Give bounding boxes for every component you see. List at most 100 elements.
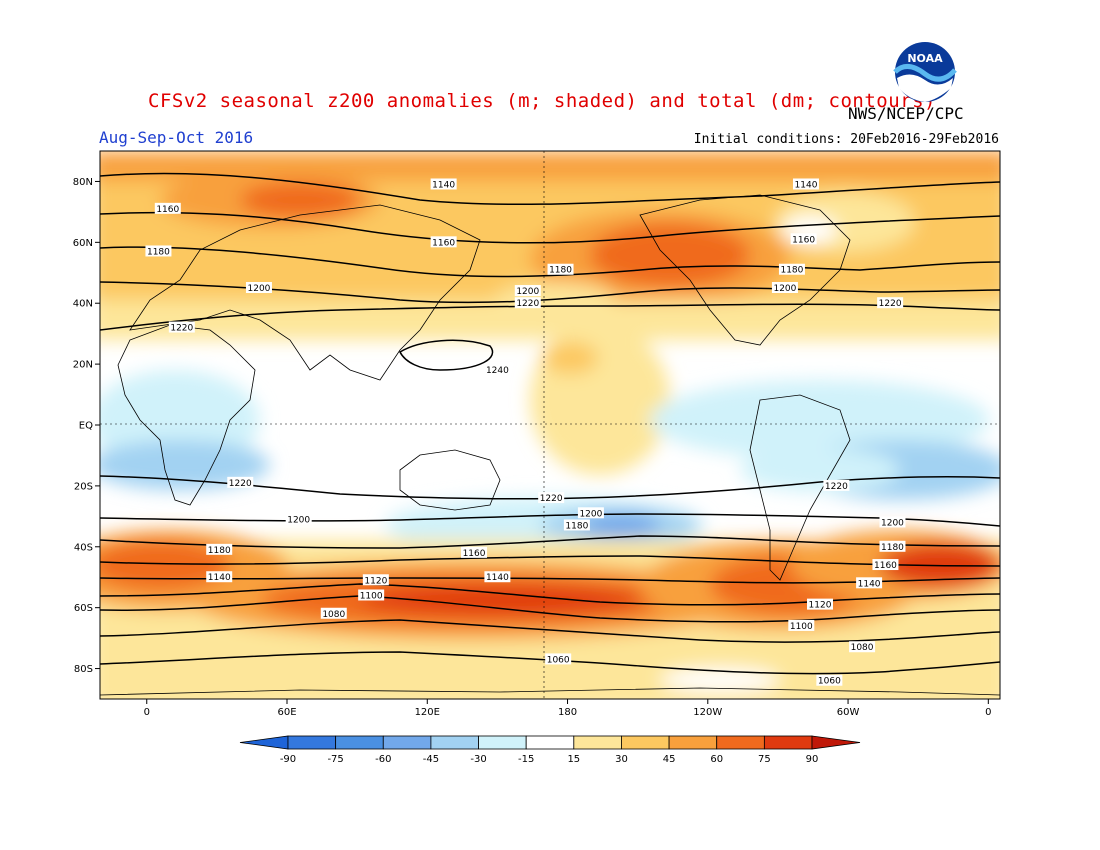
contour-label-text: 1200 bbox=[287, 515, 310, 525]
contour-label-bg bbox=[577, 507, 604, 519]
longitude-axis: 0 60E 120E 180 120W 60W 0 bbox=[144, 699, 991, 718]
noaa-logo: NOAA bbox=[893, 42, 957, 102]
contour-label: 1180 bbox=[206, 543, 233, 556]
colorbar-label: 60 bbox=[710, 754, 723, 765]
contour-label-text: 1200 bbox=[248, 284, 271, 294]
contour-label: 1220 bbox=[514, 297, 541, 309]
contour-label: 1200 bbox=[285, 513, 312, 525]
colorbar-segment bbox=[430, 735, 479, 750]
lon-tick-label: 60W bbox=[837, 707, 860, 718]
colorbar-segment bbox=[239, 735, 289, 750]
contour-label: 1200 bbox=[879, 516, 906, 528]
contour-label-bg bbox=[563, 519, 590, 531]
contour-label: 1180 bbox=[145, 245, 172, 257]
contour-label-bg bbox=[514, 297, 541, 309]
contour-label-text: 1160 bbox=[463, 549, 486, 559]
contour-label: 1160 bbox=[430, 236, 457, 248]
contour-label-bg bbox=[788, 619, 815, 631]
contour-label: 1060 bbox=[545, 653, 572, 665]
contour-label-bg bbox=[879, 540, 906, 552]
contour-label-text: 1200 bbox=[773, 284, 796, 294]
lat-tick-label: 80N bbox=[73, 177, 93, 188]
contour-label-bg bbox=[807, 598, 833, 610]
svg-text:NOAA: NOAA bbox=[907, 52, 943, 65]
colorbar-label: 75 bbox=[758, 754, 771, 765]
contour-label: 1160 bbox=[790, 233, 817, 245]
contour-label-bg bbox=[362, 574, 389, 586]
contour-label-bg bbox=[206, 543, 233, 555]
contour-label-bg bbox=[285, 513, 312, 525]
contour-label-text: 1140 bbox=[795, 180, 818, 190]
contour-label-bg bbox=[790, 233, 817, 245]
contour-label-text: 1240 bbox=[486, 366, 509, 376]
contour-label: 1080 bbox=[849, 641, 876, 653]
contour-label: 1180 bbox=[547, 263, 574, 276]
colorbar-segment bbox=[573, 735, 622, 750]
contour-label-bg bbox=[154, 202, 181, 214]
contour-label-bg bbox=[823, 479, 850, 491]
contour-label: 1060 bbox=[816, 674, 843, 687]
contour-label-bg bbox=[778, 263, 805, 275]
contour-label-text: 1220 bbox=[170, 324, 193, 334]
contour-label: 1120 bbox=[362, 574, 389, 586]
contour-label-text: 1060 bbox=[818, 677, 841, 687]
contour-label: 1220 bbox=[538, 492, 565, 504]
contour-label: 1160 bbox=[461, 546, 488, 559]
contour-label-text: 1160 bbox=[432, 238, 455, 248]
contour-label: 1140 bbox=[484, 571, 511, 583]
contour-label-text: 1140 bbox=[432, 180, 455, 190]
contour-label-text: 1140 bbox=[858, 579, 881, 589]
contour-label-bg bbox=[538, 492, 565, 504]
coastlines bbox=[100, 194, 1000, 696]
lat-tick-label: 20S bbox=[74, 481, 93, 492]
contour-label-text: 1180 bbox=[147, 247, 170, 257]
contour-label-text: 1220 bbox=[540, 494, 563, 504]
lon-tick-label: 0 bbox=[985, 707, 991, 718]
contour-label: 1180 bbox=[879, 540, 906, 553]
colorbar-label: 30 bbox=[615, 754, 628, 765]
contour-label-text: 1220 bbox=[825, 482, 848, 492]
colorbar-segment bbox=[287, 735, 337, 750]
contour-label: 1220 bbox=[877, 297, 904, 309]
contour-label-text: 1220 bbox=[879, 299, 902, 309]
contour-label-text: 1220 bbox=[516, 299, 539, 309]
contour-label: 1140 bbox=[792, 178, 819, 190]
contour-label-bg bbox=[545, 653, 572, 665]
contour-label: 1180 bbox=[778, 263, 805, 276]
colorbar-label: -30 bbox=[470, 754, 486, 765]
contour-label: 1200 bbox=[245, 282, 272, 294]
contour-label-bg bbox=[547, 263, 574, 275]
colorbar-segment bbox=[811, 735, 861, 750]
initial-conditions-label: Initial conditions: 20Feb2016-29Feb2016 bbox=[693, 132, 999, 147]
colorbar-label: 15 bbox=[567, 754, 580, 765]
contour-label-text: 1080 bbox=[322, 610, 345, 620]
colorbar-segment bbox=[525, 735, 575, 750]
colorbar-segment bbox=[621, 735, 670, 750]
colorbar: -90 -75 -60 -45 -30 -15 15 30 45 60 75 90 bbox=[239, 735, 861, 765]
contour-label-bg bbox=[877, 297, 904, 309]
contour-label-text: 1180 bbox=[881, 543, 904, 553]
contour-label-bg bbox=[856, 577, 883, 589]
contour-label-text: 1120 bbox=[809, 601, 832, 611]
contour-label: 1200 bbox=[771, 282, 798, 294]
contour-labels: 1140 1140 1160 1160 1160 1180 1180 1180 1200 1200… bbox=[145, 178, 906, 687]
contour-label: 1140 bbox=[206, 571, 233, 583]
contour-label-text: 1200 bbox=[516, 287, 539, 297]
contour-label-bg bbox=[245, 282, 272, 293]
contour-label: 1220 bbox=[227, 476, 254, 489]
lat-tick-label: 60S bbox=[74, 603, 93, 614]
contour-label-bg bbox=[792, 178, 819, 190]
contour-label: 1180 bbox=[563, 519, 590, 531]
contour-label-bg bbox=[771, 282, 798, 293]
lat-tick-label: 40N bbox=[73, 299, 93, 310]
contour-label-text: 1200 bbox=[579, 509, 602, 519]
contour-label-text: 1160 bbox=[874, 561, 897, 571]
contour-label-text: 1100 bbox=[360, 591, 383, 601]
contour-label: 1140 bbox=[430, 178, 457, 190]
contour-label: 1200 bbox=[577, 507, 604, 519]
contour-label-bg bbox=[320, 607, 347, 619]
contour-label-text: 1060 bbox=[547, 655, 570, 665]
contour-label-text: 1180 bbox=[208, 546, 231, 556]
contour-label-bg bbox=[484, 364, 511, 376]
